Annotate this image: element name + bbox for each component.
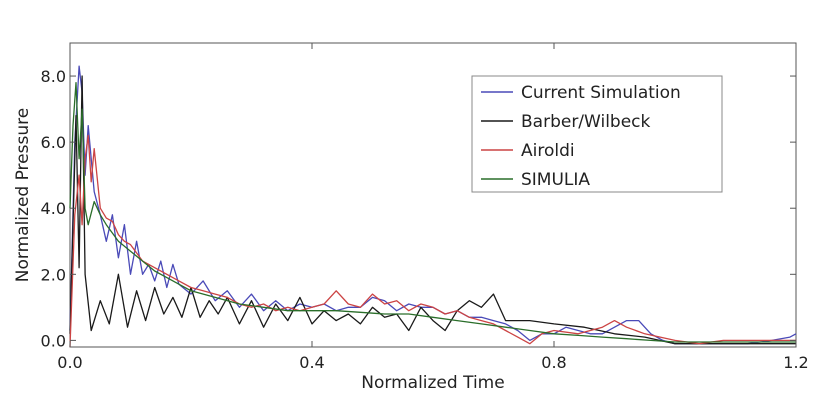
x-tick-label: 0.4 bbox=[299, 353, 324, 372]
series-line-barber-wilbeck bbox=[69, 75, 796, 345]
x-axis-label: Normalized Time bbox=[361, 373, 504, 393]
x-tick-label: 0.8 bbox=[541, 353, 566, 372]
legend-entry: SIMULIA bbox=[521, 170, 590, 190]
y-tick-label: 2.0 bbox=[41, 265, 66, 284]
y-tick-label: 6.0 bbox=[41, 133, 66, 152]
series-line-current-simulation bbox=[69, 65, 797, 345]
y-tick-label: 0.0 bbox=[41, 331, 66, 350]
series-line-airoldi bbox=[69, 134, 796, 348]
legend-box bbox=[471, 75, 723, 193]
legend-entry: Barber/Wilbeck bbox=[521, 112, 651, 132]
legend: Current Simulation Barber/Wilbeck Airoldi S… bbox=[471, 75, 723, 193]
series-layer bbox=[69, 65, 797, 348]
x-axis-ticks: 0.0 0.4 0.8 1.2 bbox=[57, 43, 809, 372]
y-tick-label: 8.0 bbox=[41, 67, 66, 86]
series-line-simulia bbox=[69, 82, 796, 343]
legend-entry: Current Simulation bbox=[521, 83, 681, 103]
x-tick-label: 0.0 bbox=[57, 353, 82, 372]
y-tick-label: 4.0 bbox=[41, 199, 66, 218]
x-tick-label: 1.2 bbox=[783, 353, 808, 372]
y-axis-label: Normalized Pressure bbox=[13, 108, 33, 282]
legend-entry: Airoldi bbox=[521, 141, 575, 161]
y-axis-ticks: 0.0 2.0 4.0 6.0 8.0 bbox=[41, 67, 796, 350]
